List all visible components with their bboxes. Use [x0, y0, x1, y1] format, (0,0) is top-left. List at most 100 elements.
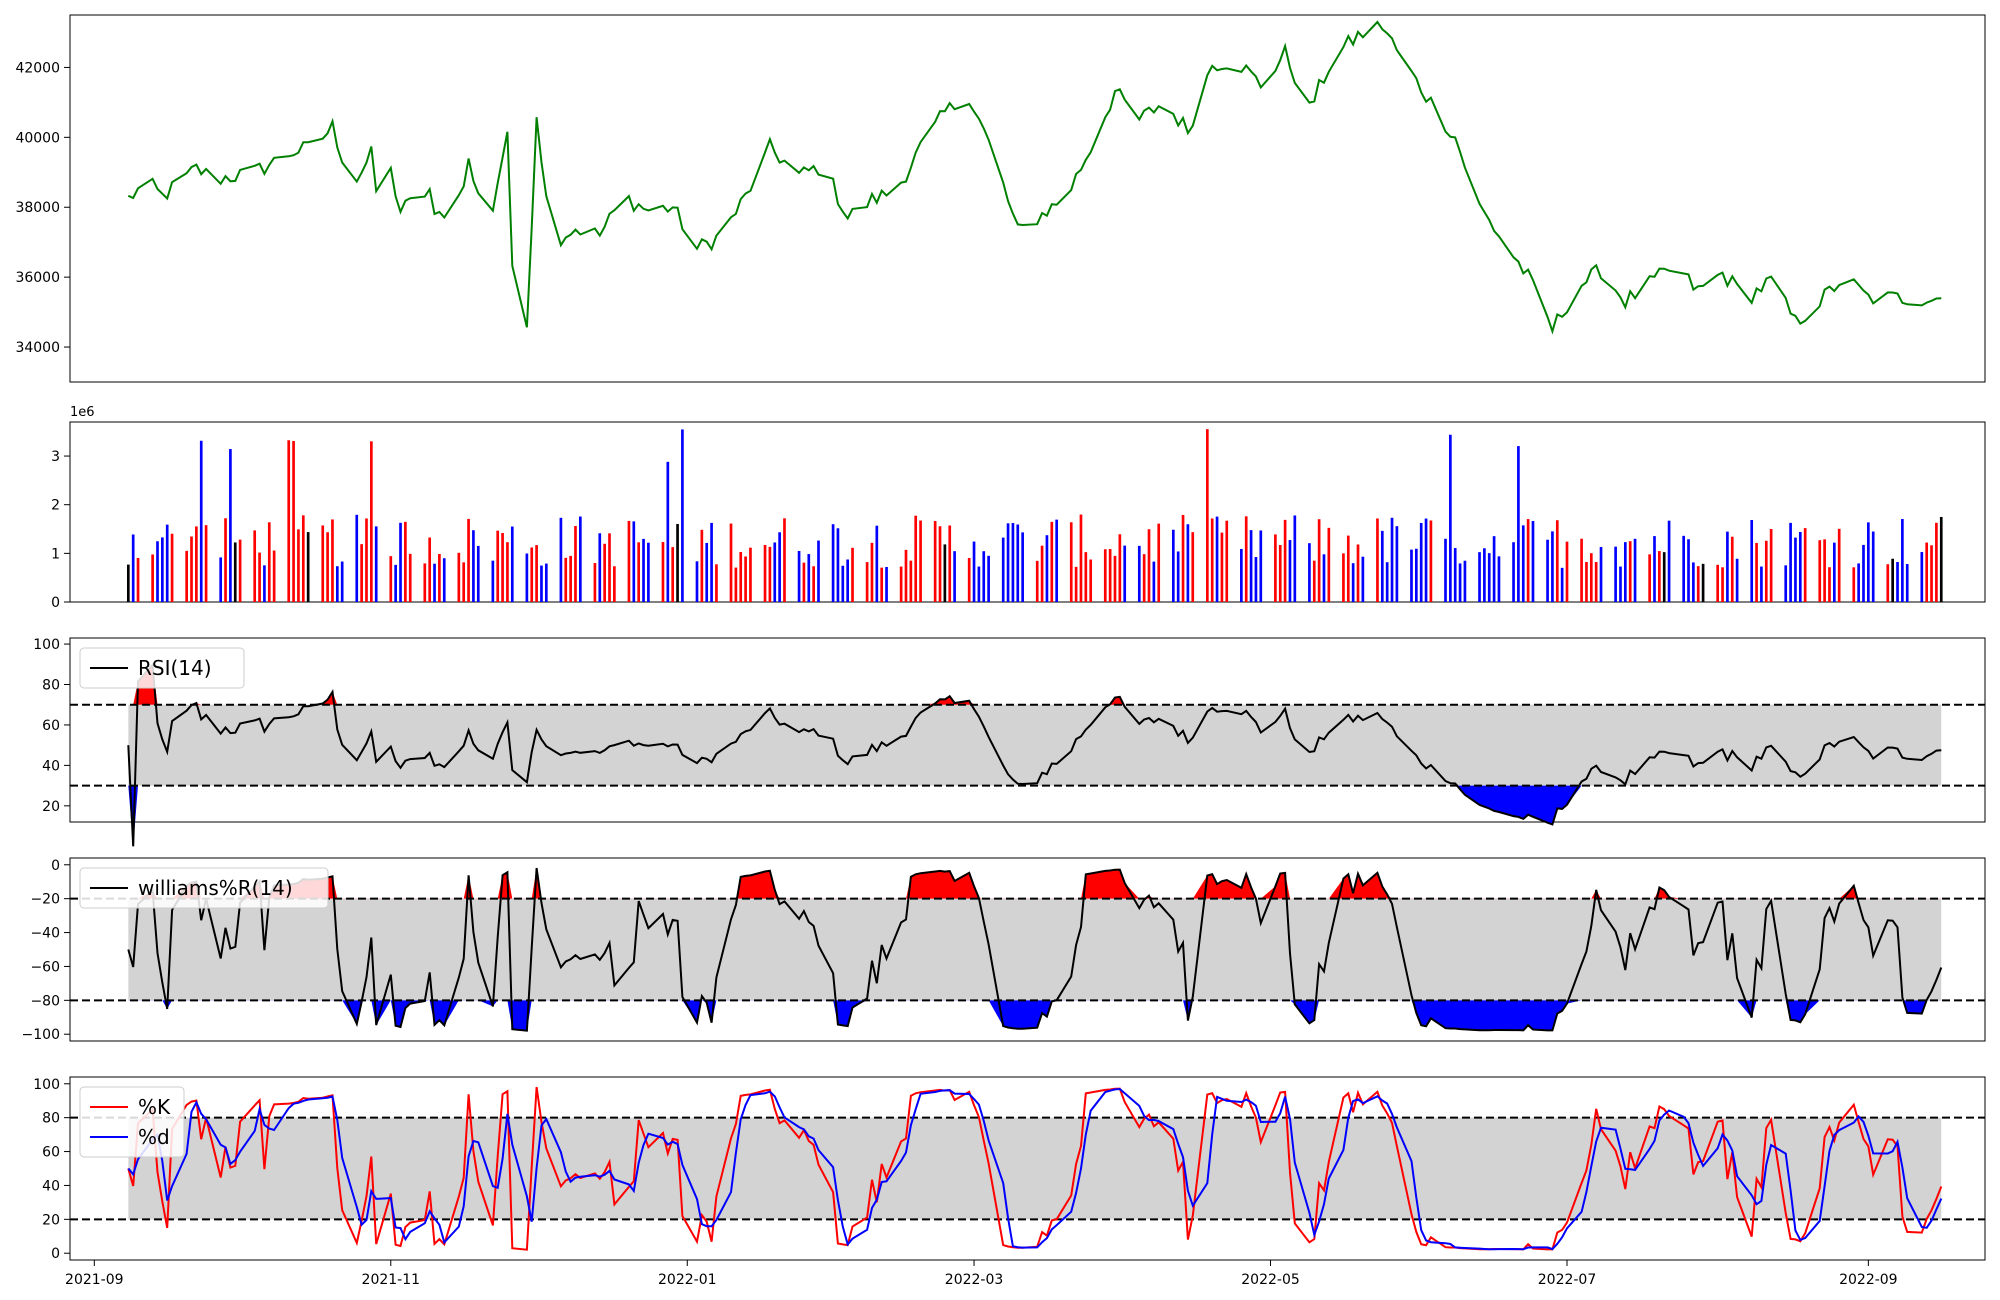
volume-bar [462, 562, 466, 602]
volume-bar [423, 563, 427, 602]
volume-bar [1667, 520, 1671, 602]
volume-bar [374, 526, 378, 602]
volume-bar [355, 514, 359, 602]
volume-bar [476, 545, 480, 602]
chart-panels: 34000 36000 38000 40000 42000 0 1 2 3 1e6 20 40 60 80… [15, 14, 1986, 1288]
volume-bar [457, 552, 461, 602]
volume-bar [1113, 555, 1117, 602]
volume-bar [1857, 563, 1860, 602]
volume-bar [608, 533, 611, 602]
volume-bar [1585, 561, 1588, 602]
rsi-legend-label: RSI(14) [138, 656, 212, 680]
volume-bar [253, 530, 257, 602]
volume-bar [729, 523, 733, 602]
volume-bar [603, 543, 606, 602]
volume-bar [1274, 534, 1277, 602]
volume-ytick-label: 2 [51, 498, 60, 514]
volume-bar [442, 558, 446, 602]
volume-bar [389, 556, 393, 602]
volume-bar [1794, 537, 1797, 602]
volume-bar [1614, 546, 1617, 602]
x-tick-label: 2022-01 [658, 1272, 717, 1288]
volume-bar [195, 526, 198, 602]
volume-bar [1599, 547, 1603, 602]
volume-bar [627, 520, 631, 602]
volume-bar [1327, 527, 1331, 602]
volume-bar [408, 553, 412, 602]
volume-bar [272, 550, 276, 602]
volume-bar [233, 542, 237, 602]
volume-bar [749, 547, 752, 602]
volume-bar [574, 526, 577, 602]
volume-bar [948, 525, 952, 602]
volume-bar [739, 551, 743, 602]
volume-bar [1512, 542, 1515, 602]
rsi-ytick-label: 100 [33, 637, 60, 653]
volume-bar [982, 551, 986, 602]
volume-bar [977, 566, 981, 602]
volume-bar [472, 530, 475, 602]
volume-bar [1823, 539, 1826, 602]
volume-bar [1137, 545, 1141, 602]
volume-bar [1079, 514, 1083, 602]
price-ytick-label: 42000 [15, 60, 60, 76]
volume-bar [564, 557, 568, 602]
volume-bar [1696, 566, 1700, 602]
volume-bar [1935, 522, 1938, 602]
volume-bar [190, 536, 193, 602]
williams-ytick-label: 0 [51, 858, 60, 874]
volume-bar [535, 545, 538, 602]
volume-bar [1055, 519, 1058, 602]
volume-bar [1288, 540, 1292, 602]
volume-bar [1862, 544, 1865, 602]
volume-bar [151, 554, 154, 602]
stochastic-legend-label: %d [138, 1125, 170, 1149]
volume-bar [1750, 519, 1754, 602]
price-ytick-label: 40000 [15, 130, 60, 146]
volume-bar [1108, 548, 1112, 602]
rsi-line [127, 662, 1942, 847]
volume-bar [1205, 429, 1209, 602]
volume-bar [647, 542, 650, 602]
volume-bar [1035, 560, 1039, 602]
volume-bar [1580, 538, 1583, 602]
volume-bar [807, 554, 811, 602]
volume-bar [1852, 567, 1856, 602]
volume-bar [394, 564, 397, 602]
volume-bar [1648, 554, 1651, 602]
volume-bar [1628, 541, 1632, 602]
volume-bar [525, 553, 529, 602]
volume-bar [438, 553, 441, 602]
volume-bar [1492, 536, 1496, 602]
volume-bar [404, 521, 407, 602]
volume-bar [297, 529, 300, 602]
volume-bar [1483, 548, 1486, 602]
volume-bar [715, 564, 718, 602]
volume-bar [131, 534, 135, 602]
volume-bar [1658, 551, 1661, 602]
volume-bar [1487, 553, 1491, 602]
volume-bar [1546, 539, 1549, 602]
volume-bar [1497, 556, 1501, 602]
x-tick-label: 2022-03 [945, 1272, 1004, 1288]
volume-bar [1589, 553, 1593, 602]
volume-bar [1449, 434, 1452, 602]
price-line [127, 20, 1942, 335]
volume-bar [1735, 558, 1739, 602]
williams-oversold-fill [128, 1000, 1942, 1031]
x-tick-label: 2022-07 [1538, 1272, 1597, 1288]
volume-bar [797, 550, 801, 602]
volume-bar [1560, 567, 1564, 602]
volume-bar [851, 547, 854, 602]
volume-bar [258, 552, 261, 602]
volume-bar [1662, 552, 1666, 602]
volume-bar [170, 533, 174, 602]
volume-bar [1429, 520, 1433, 602]
volume-bar [1526, 519, 1530, 602]
volume-ytick-label: 1 [51, 546, 60, 562]
rsi-ytick-label: 60 [42, 718, 60, 734]
volume-bar [1764, 540, 1768, 602]
volume-bar [1157, 523, 1161, 602]
rsi-oversold-fill [128, 785, 1942, 847]
volume-bar [335, 566, 339, 602]
